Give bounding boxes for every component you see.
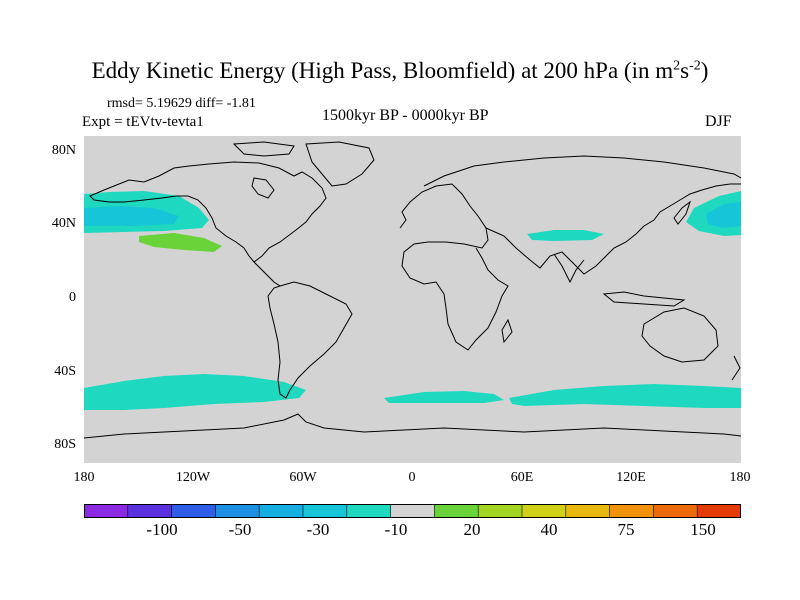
coast-south-america [267, 281, 353, 399]
coast-japan [673, 200, 691, 225]
north-pacific-east-core [84, 206, 179, 226]
x-tick-180w: 180 [73, 470, 95, 485]
colorbar-cells [84, 504, 741, 518]
x-tick-120w: 120W [175, 470, 211, 485]
colorbar-cell [434, 504, 479, 518]
coastlines [84, 141, 741, 439]
colorbar-label-150: 150 [690, 520, 716, 539]
colorbar-label-75: 75 [617, 520, 635, 539]
coast-central-america [253, 261, 281, 287]
x-tick-60e: 60E [510, 470, 534, 485]
colorbar-cell [346, 504, 392, 518]
colorbar-cell [215, 504, 260, 518]
colorbar-label-40: 40 [540, 520, 558, 539]
y-tick-40n: 40N [51, 216, 76, 231]
coast-hudson-bay [251, 177, 275, 199]
title-sup-1: 2 [673, 58, 681, 74]
experiment-label: Expt = tEVtv-tevta1 [82, 114, 204, 130]
colorbar-cell [127, 504, 173, 518]
x-tick-0: 0 [408, 470, 416, 485]
coast-australia [641, 307, 719, 363]
colorbar-cell [565, 504, 611, 518]
south-pacific-patch [84, 374, 306, 410]
y-tick-80s: 80S [54, 437, 76, 452]
coast-indonesia [602, 291, 686, 307]
south-atlantic-patch [384, 391, 504, 403]
subtropical-pacific-green-patch [139, 233, 222, 252]
north-pacific-west-core [706, 202, 741, 228]
coast-madagascar [501, 318, 513, 344]
colorbar-cell [171, 504, 217, 518]
colorbar-label-minus-10: -10 [384, 520, 408, 539]
colorbar-label-minus-50: -50 [228, 520, 252, 539]
coast-india [553, 253, 585, 284]
coast-new-zealand [731, 355, 741, 381]
colorbar-cell [302, 504, 348, 518]
central-asia-patch [527, 230, 604, 241]
world-map [84, 136, 741, 463]
y-tick-80n: 80N [51, 143, 76, 158]
map-background [84, 136, 741, 463]
title-end: ) [700, 58, 709, 83]
colorbar-cell [258, 504, 304, 518]
colorbar-label-minus-100: -100 [146, 520, 178, 539]
x-tick-180e: 180 [729, 470, 751, 485]
chart-title: Eddy Kinetic Energy (High Pass, Bloomfie… [0, 58, 800, 84]
season-label: DJF [705, 113, 732, 130]
colorbar-cell [653, 504, 699, 518]
south-indian-patch [509, 384, 741, 408]
colorbar-cell [84, 504, 129, 518]
anomaly-patches [84, 191, 741, 410]
colorbar-label-minus-30: -30 [306, 520, 330, 539]
colorbar-cell [477, 504, 523, 518]
coast-asia-south [485, 183, 741, 275]
y-tick-0: 0 [69, 290, 76, 305]
title-sup-2: -2 [689, 58, 701, 74]
colorbar [84, 504, 741, 518]
title-mid: s [680, 58, 690, 83]
x-tick-60w: 60W [289, 470, 317, 485]
colorbar-border [84, 504, 741, 518]
coast-antarctica [84, 413, 741, 439]
stats-text: rmsd= 5.19629 diff= -1.81 [107, 96, 256, 111]
coast-eurasia-north [423, 155, 741, 187]
period-label: 1500kyr BP - 0000kyr BP [322, 107, 489, 124]
y-tick-40s: 40S [54, 364, 76, 379]
x-tick-120e: 120E [616, 470, 646, 485]
coast-north-america [89, 161, 327, 263]
coast-arctic-islands [232, 141, 295, 157]
colorbar-cell [521, 504, 567, 518]
colorbar-cell [390, 504, 436, 518]
colorbar-cell [609, 504, 655, 518]
coast-greenland [305, 141, 375, 187]
colorbar-cell [696, 504, 741, 518]
title-main: Eddy Kinetic Energy (High Pass, Bloomfie… [91, 58, 674, 83]
colorbar-label-20: 20 [463, 520, 481, 539]
coast-europe-africa [399, 183, 509, 351]
